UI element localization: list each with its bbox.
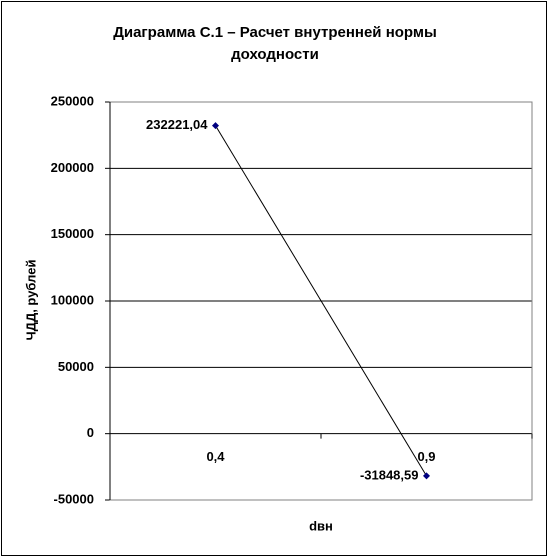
y-tick-label: 100000: [51, 292, 94, 307]
y-tick-label: -50000: [54, 491, 94, 506]
x-axis-label: dвн: [309, 518, 333, 533]
y-tick-label: 250000: [51, 93, 94, 108]
x-tick-label: 0,4: [206, 449, 225, 464]
data-label: -31848,59: [360, 467, 419, 482]
data-line: [215, 125, 427, 477]
data-marker: [423, 472, 430, 480]
y-tick-label: 50000: [58, 359, 94, 374]
data-label: 232221,04: [146, 117, 208, 132]
y-tick-label: 150000: [51, 226, 94, 241]
y-tick-label: 0: [87, 425, 94, 440]
x-tick-label: 0,9: [417, 449, 435, 464]
y-axis-label: ЧДД, рублей: [23, 260, 38, 341]
data-marker: [212, 122, 219, 130]
chart-title: Диаграмма С.1 – Расчет внутренней нормы …: [113, 24, 437, 63]
y-tick-label: 200000: [51, 160, 94, 175]
